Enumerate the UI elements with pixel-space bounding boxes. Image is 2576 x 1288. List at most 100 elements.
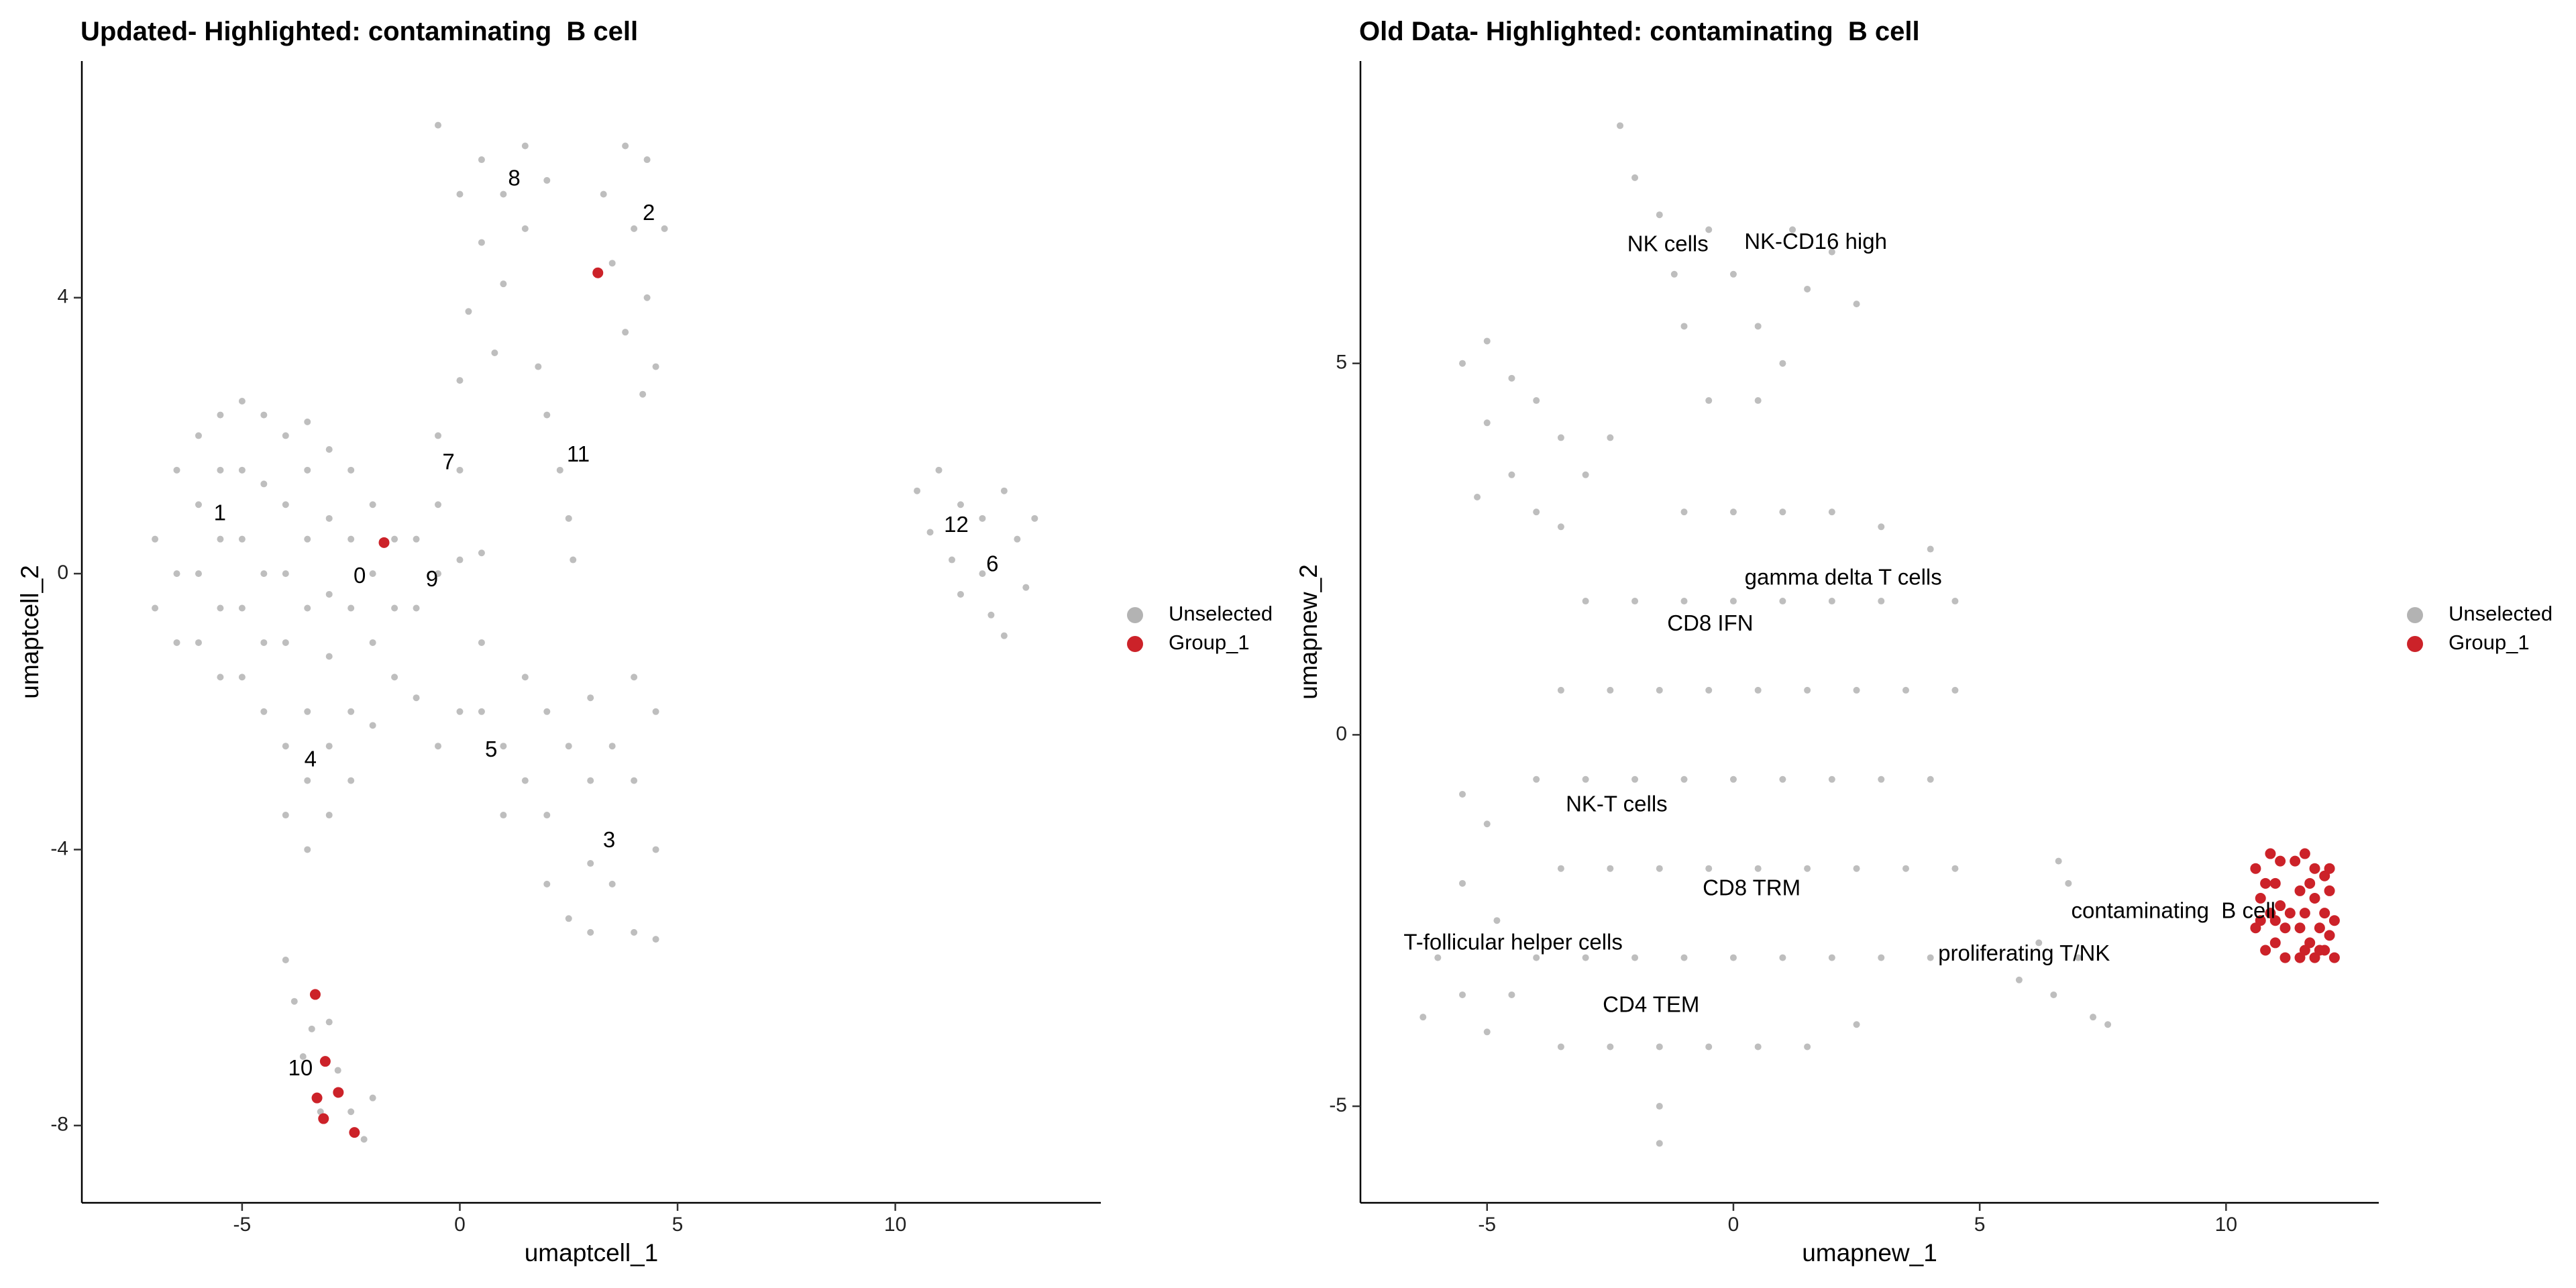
point-unselected <box>325 1018 333 1026</box>
point-unselected <box>1631 174 1639 181</box>
point-unselected <box>1754 865 1762 872</box>
point-unselected <box>2090 1014 2097 1021</box>
point-unselected <box>217 674 224 681</box>
point-unselected <box>1557 523 1564 531</box>
point-unselected <box>1804 285 1811 292</box>
point-unselected <box>1680 598 1688 605</box>
point-highlighted <box>2314 945 2325 956</box>
point-unselected <box>500 191 507 198</box>
point-unselected <box>1483 419 1491 427</box>
point-unselected <box>238 398 246 405</box>
point-unselected <box>195 501 202 508</box>
point-unselected <box>282 639 289 646</box>
point-highlighted <box>2309 892 2320 904</box>
point-unselected <box>622 329 629 336</box>
point-unselected <box>1000 632 1008 639</box>
point-highlighted <box>2324 863 2335 874</box>
point-unselected <box>1951 865 1959 872</box>
point-unselected <box>465 308 472 315</box>
point-unselected <box>1729 954 1737 961</box>
point-unselected <box>369 722 376 729</box>
point-unselected <box>1533 508 1540 516</box>
point-unselected <box>282 812 289 819</box>
point-unselected <box>1508 471 1515 478</box>
point-unselected <box>1582 598 1589 605</box>
point-unselected <box>500 280 507 288</box>
legend-marker <box>2407 607 2423 623</box>
x-tick-label: 5 <box>1974 1214 1986 1236</box>
point-unselected <box>1533 775 1540 783</box>
point-unselected <box>325 812 333 819</box>
point-unselected <box>1582 954 1589 961</box>
point-unselected <box>1031 515 1038 522</box>
point-unselected <box>2104 1021 2112 1028</box>
point-unselected <box>238 466 246 474</box>
point-unselected <box>521 674 529 681</box>
y-axis-label: umaptcell_2 <box>16 565 44 699</box>
point-unselected <box>535 363 542 370</box>
point-unselected <box>347 466 355 474</box>
point-unselected <box>587 777 594 784</box>
point-unselected <box>1680 323 1688 330</box>
point-unselected <box>543 411 551 419</box>
point-highlighted <box>2299 848 2310 859</box>
point-unselected <box>413 604 420 612</box>
point-unselected <box>1828 508 1835 516</box>
point-unselected <box>1670 270 1678 278</box>
cluster-label: 11 <box>567 441 590 466</box>
point-unselected <box>1459 790 1466 798</box>
point-unselected <box>290 998 298 1005</box>
point-unselected <box>282 743 289 750</box>
point-unselected <box>347 604 355 612</box>
point-unselected <box>987 611 995 619</box>
legend-marker <box>1127 636 1143 652</box>
point-unselected <box>456 708 464 715</box>
x-axis-label: umapnew_1 <box>1802 1239 1937 1267</box>
y-tick-label: 4 <box>57 286 68 308</box>
point-unselected <box>478 639 485 646</box>
point-unselected <box>1853 686 1860 694</box>
point-unselected <box>1878 954 1885 961</box>
point-unselected <box>1729 270 1737 278</box>
point-unselected <box>1631 598 1639 605</box>
point-unselected <box>369 501 376 508</box>
point-unselected <box>2015 976 2023 983</box>
point-unselected <box>2035 939 2043 947</box>
point-unselected <box>238 535 246 543</box>
x-tick-label: -5 <box>233 1214 252 1236</box>
point-unselected <box>1705 226 1713 233</box>
point-unselected <box>260 480 268 488</box>
point-unselected <box>608 260 616 267</box>
cluster-label: proliferating T/NK <box>1938 941 2110 965</box>
point-unselected <box>347 708 355 715</box>
point-unselected <box>217 535 224 543</box>
point-unselected <box>195 639 202 646</box>
point-unselected <box>1927 545 1934 553</box>
point-unselected <box>1656 211 1663 219</box>
point-unselected <box>195 432 202 439</box>
x-tick-label: 10 <box>2215 1214 2237 1236</box>
point-highlighted <box>2328 915 2340 926</box>
point-unselected <box>565 915 572 922</box>
point-unselected <box>304 846 311 853</box>
point-unselected <box>1804 1043 1811 1051</box>
point-unselected <box>1483 337 1491 345</box>
point-unselected <box>1779 775 1786 783</box>
point-unselected <box>1533 954 1540 961</box>
point-unselected <box>217 604 224 612</box>
point-unselected <box>1557 865 1564 872</box>
point-highlighted <box>2319 908 2330 919</box>
cluster-label: 5 <box>485 737 497 761</box>
point-unselected <box>543 880 551 888</box>
point-highlighted <box>592 267 604 278</box>
point-unselected <box>631 225 638 232</box>
point-unselected <box>1705 397 1713 405</box>
point-unselected <box>652 708 659 715</box>
point-unselected <box>478 239 485 246</box>
point-highlighted <box>378 537 390 548</box>
point-highlighted <box>2284 908 2296 919</box>
point-unselected <box>1951 598 1959 605</box>
point-unselected <box>570 556 577 564</box>
legend-label: Group_1 <box>1169 631 1250 654</box>
point-unselected <box>1508 374 1515 382</box>
